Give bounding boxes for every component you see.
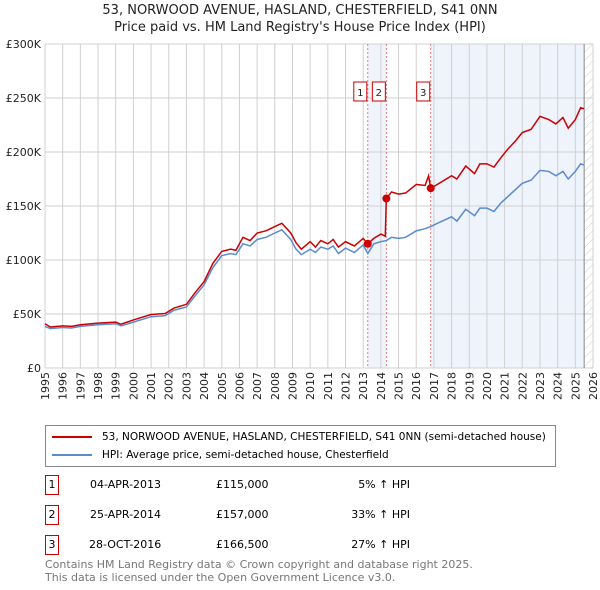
- legend-label: 53, NORWOOD AVENUE, HASLAND, CHESTERFIEL…: [102, 431, 546, 443]
- x-tick-label: 2000: [127, 372, 140, 400]
- x-tick-label: 2014: [375, 372, 388, 400]
- sale-price: £166,500: [216, 538, 269, 551]
- sale-date: 25-APR-2014: [90, 508, 162, 521]
- x-tick-label: 1996: [57, 372, 70, 400]
- x-tick-label: 1998: [92, 372, 105, 400]
- price-chart: 1995 1996 1997 1998 1999 2000 2001 2002 2003 2004…: [6, 38, 600, 400]
- y-tick-label: £250K: [6, 92, 42, 105]
- sale-label: 1: [357, 88, 363, 99]
- x-tick-label: 2020: [481, 372, 494, 400]
- x-tick-label: 2018: [446, 372, 459, 400]
- x-tick-label: 2003: [180, 372, 193, 400]
- legend-item-property: 53, NORWOOD AVENUE, HASLAND, CHESTERFIEL…: [52, 429, 546, 445]
- property-line: [44, 106, 585, 328]
- x-tick-label: 1999: [110, 372, 123, 400]
- x-tick-label: 2022: [516, 372, 529, 400]
- x-tick-label: 2026: [587, 372, 600, 400]
- x-tick-label: 2025: [569, 372, 582, 400]
- x-tick-label: 2002: [163, 372, 176, 400]
- y-tick-label: £0: [27, 362, 41, 375]
- y-tick-label: £100K: [6, 254, 42, 267]
- sale-point: [363, 239, 372, 248]
- sale-hpi: 33% ↑ HPI: [351, 508, 410, 521]
- x-tick-label: 2006: [233, 372, 246, 400]
- x-tick-label: 1995: [39, 372, 52, 400]
- sale-label-box: [371, 81, 386, 102]
- sale-point: [382, 194, 391, 203]
- x-tick-label: 1997: [74, 372, 87, 400]
- y-tick-label: £150K: [6, 200, 42, 213]
- sale-label-box: [416, 81, 431, 102]
- x-tick-label: 2010: [304, 372, 317, 400]
- x-tick-label: 2016: [410, 372, 423, 400]
- x-tick-label: 2011: [322, 372, 335, 400]
- sale-price: £115,000: [216, 478, 269, 491]
- x-tick-label: 2009: [286, 372, 299, 400]
- footer: Contains HM Land Registry data © Crown c…: [45, 558, 473, 584]
- x-tick-label: 2001: [145, 372, 158, 400]
- x-tick-label: 2017: [428, 372, 441, 400]
- y-tick-label: £300K: [6, 38, 42, 51]
- footer-copyright: Contains HM Land Registry data © Crown c…: [45, 558, 473, 571]
- x-tick-label: 2023: [534, 372, 547, 400]
- x-tick-label: 2024: [552, 372, 565, 400]
- chart-subtitle: Price paid vs. HM Land Registry's House …: [114, 20, 486, 35]
- sale-date: 04-APR-2013: [90, 478, 162, 491]
- sale-point: [426, 184, 435, 193]
- legend: 53, NORWOOD AVENUE, HASLAND, CHESTERFIEL…: [45, 425, 556, 467]
- x-tick-label: 2021: [499, 372, 512, 400]
- sale-date: 28-OCT-2016: [89, 538, 162, 551]
- y-tick-label: £50K: [13, 308, 42, 321]
- x-tick-label: 2015: [393, 372, 406, 400]
- x-tick-label: 2004: [198, 372, 211, 400]
- hpi-line: [44, 163, 585, 330]
- sale-row: 1 04-APR-2013 £115,000 5% ↑ HPI: [45, 475, 445, 495]
- sale-label: 2: [376, 88, 382, 99]
- x-tick-label: 2008: [269, 372, 282, 400]
- sale-label-box: [353, 81, 368, 102]
- legend-label: HPI: Average price, semi-detached house,…: [102, 449, 389, 461]
- sale-row: 3 28-OCT-2016 £166,500 27% ↑ HPI: [45, 535, 445, 555]
- sale-label: 3: [420, 88, 426, 99]
- footer-licence: This data is licensed under the Open Gov…: [45, 571, 396, 584]
- x-tick-label: 2012: [340, 372, 353, 400]
- sale-price: £157,000: [216, 508, 269, 521]
- x-tick-label: 2005: [216, 372, 229, 400]
- x-tick-label: 2007: [251, 372, 264, 400]
- x-tick-label: 2019: [463, 372, 476, 400]
- sale-badge: 2: [45, 505, 59, 525]
- x-tick-label: 2013: [357, 372, 370, 400]
- sale-hpi: 27% ↑ HPI: [351, 538, 410, 551]
- sale-badge: 3: [45, 535, 59, 555]
- chart-title: 53, NORWOOD AVENUE, HASLAND, CHESTERFIEL…: [102, 3, 498, 18]
- legend-item-hpi: HPI: Average price, semi-detached house,…: [52, 447, 389, 463]
- sale-hpi: 5% ↑ HPI: [358, 478, 410, 491]
- y-tick-label: £200K: [6, 146, 42, 159]
- sale-row: 2 25-APR-2014 £157,000 33% ↑ HPI: [45, 505, 445, 525]
- sale-badge: 1: [45, 475, 59, 495]
